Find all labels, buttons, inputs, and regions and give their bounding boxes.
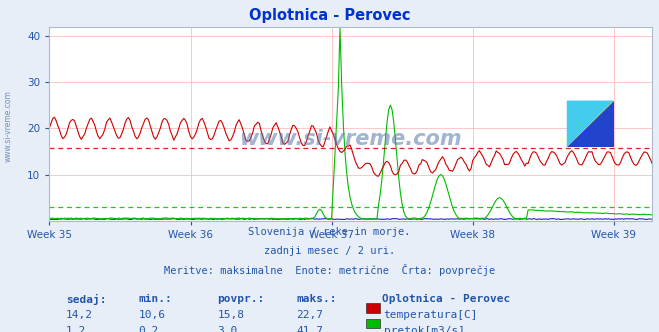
Text: temperatura[C]: temperatura[C] <box>384 310 478 320</box>
Text: 0,2: 0,2 <box>138 326 159 332</box>
Text: Slovenija / reke in morje.: Slovenija / reke in morje. <box>248 227 411 237</box>
Text: 14,2: 14,2 <box>66 310 93 320</box>
Text: Oplotnica - Perovec: Oplotnica - Perovec <box>248 8 411 23</box>
Text: Meritve: maksimalne  Enote: metrične  Črta: povprečje: Meritve: maksimalne Enote: metrične Črta… <box>164 264 495 276</box>
Polygon shape <box>567 101 614 147</box>
Text: 1,2: 1,2 <box>66 326 86 332</box>
Text: maks.:: maks.: <box>297 294 337 304</box>
Text: www.si-vreme.com: www.si-vreme.com <box>240 129 462 149</box>
Bar <box>567 101 614 147</box>
Text: zadnji mesec / 2 uri.: zadnji mesec / 2 uri. <box>264 246 395 256</box>
Text: www.si-vreme.com: www.si-vreme.com <box>3 90 13 162</box>
Text: pretok[m3/s]: pretok[m3/s] <box>384 326 465 332</box>
Text: 41,7: 41,7 <box>297 326 324 332</box>
Text: 3,0: 3,0 <box>217 326 238 332</box>
Text: 15,8: 15,8 <box>217 310 244 320</box>
Text: 10,6: 10,6 <box>138 310 165 320</box>
Text: sedaj:: sedaj: <box>66 294 106 305</box>
Text: povpr.:: povpr.: <box>217 294 265 304</box>
Polygon shape <box>567 101 614 147</box>
Text: 22,7: 22,7 <box>297 310 324 320</box>
Text: min.:: min.: <box>138 294 172 304</box>
Text: Oplotnica - Perovec: Oplotnica - Perovec <box>382 294 511 304</box>
